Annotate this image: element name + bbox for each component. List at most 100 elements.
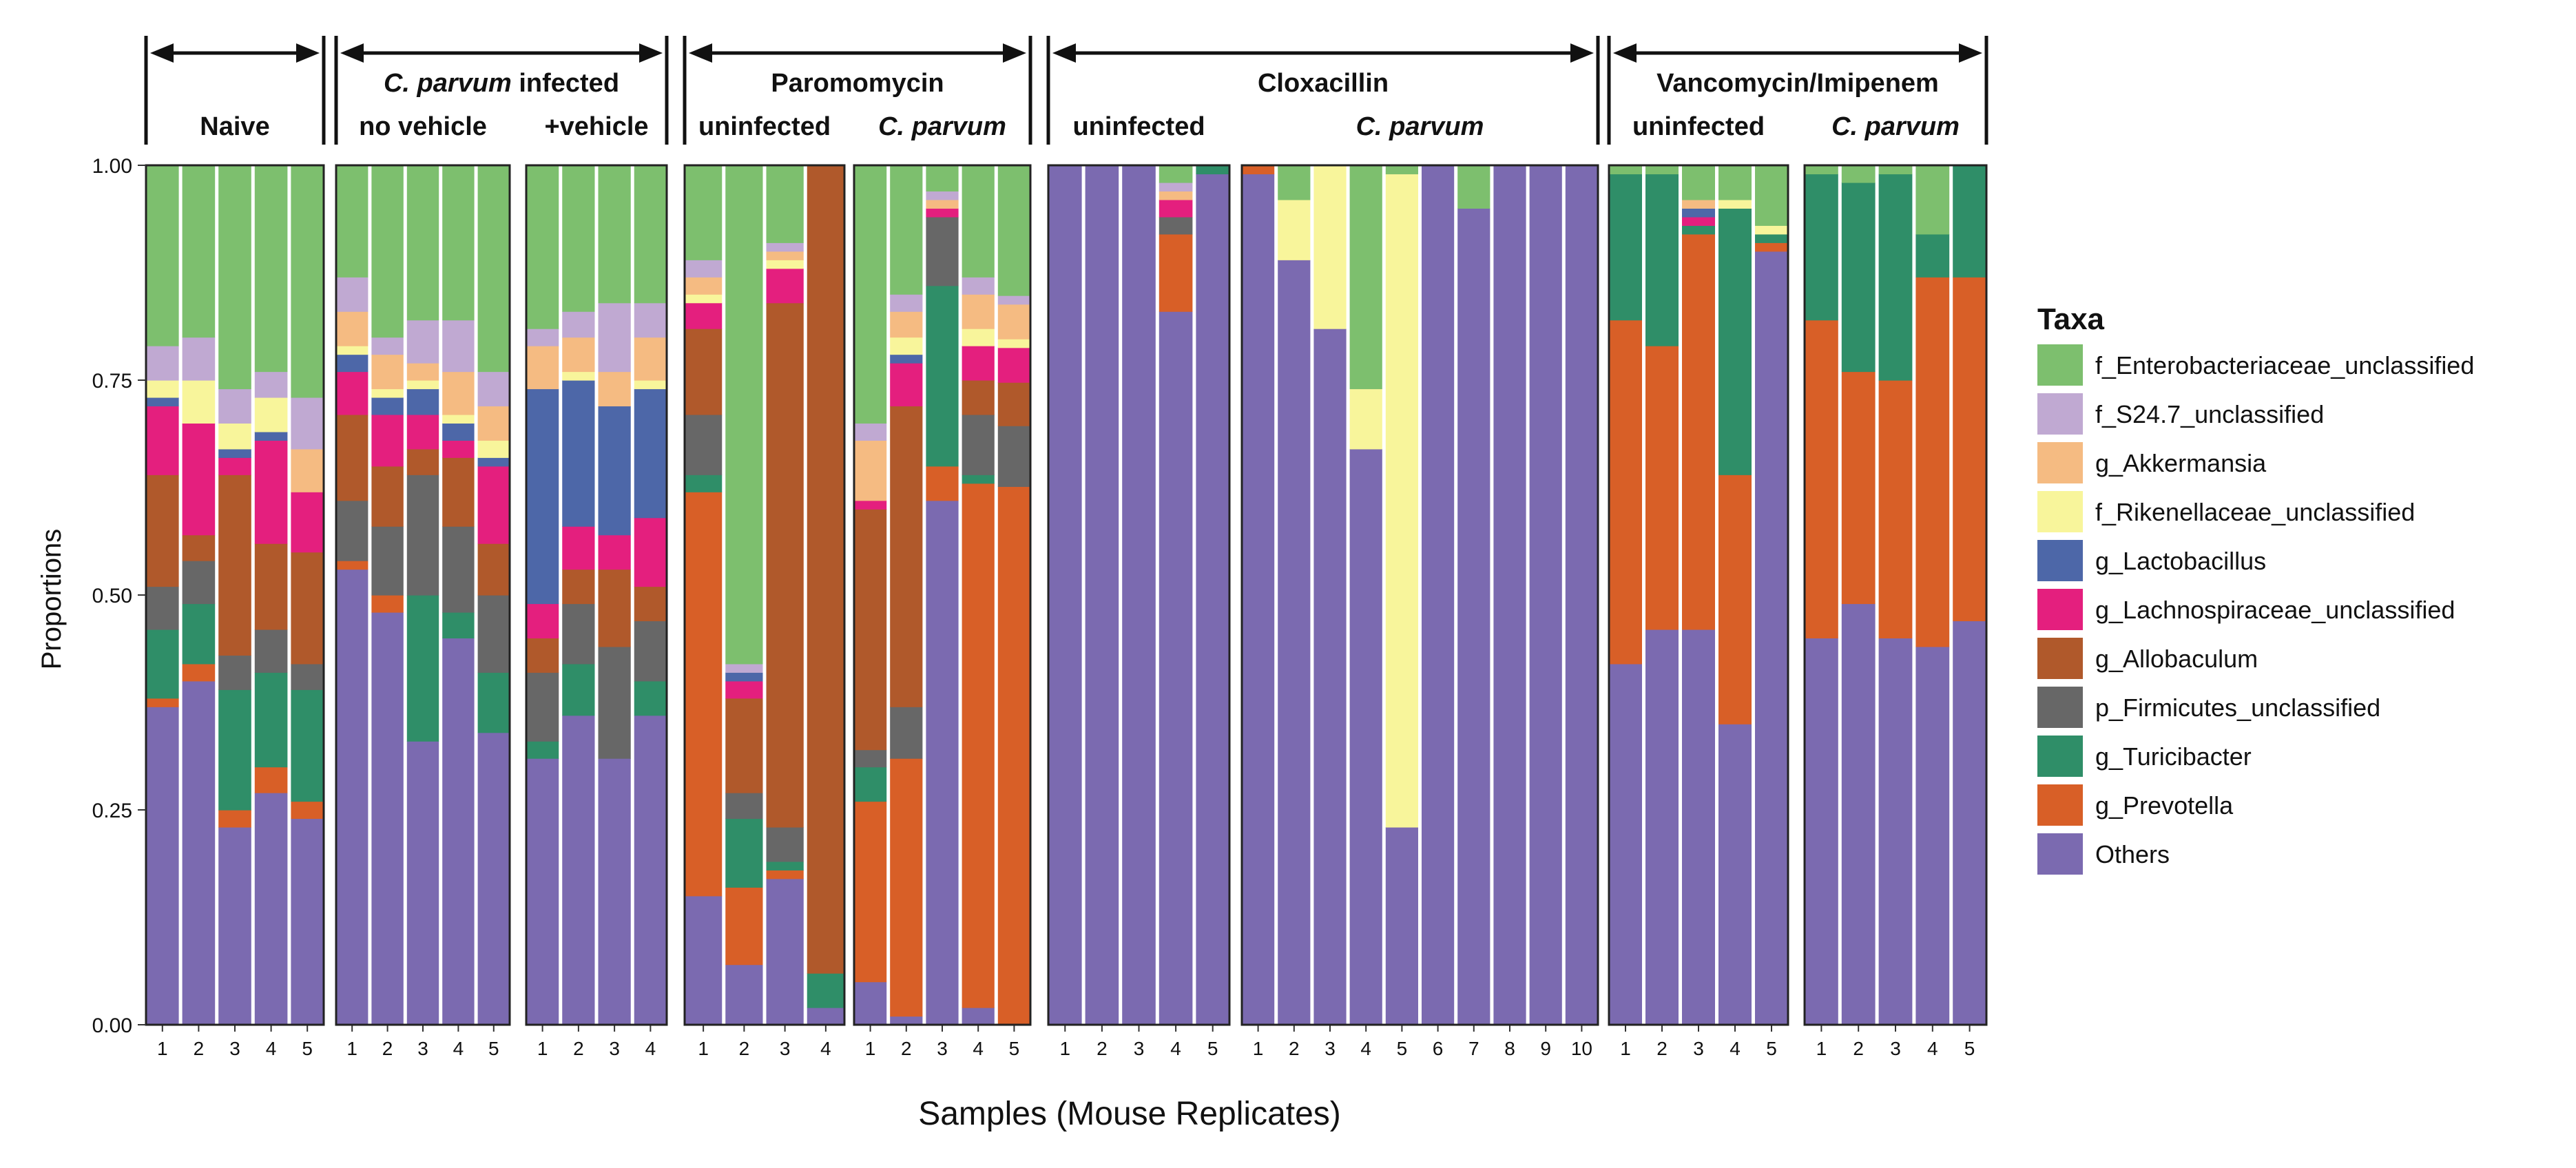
bar-segment-f_Enterobacteriaceae_unclassified (291, 165, 324, 398)
x-tick-label: 8 (1504, 1038, 1515, 1059)
y-tick-label: 0.50 (92, 585, 132, 607)
bar-segment-g_Allobaculum (807, 165, 844, 974)
bar-segment-p_Firmicutes_unclassified (371, 526, 404, 596)
bar-segment-g_Lachnospiraceae_unclassified (1682, 216, 1715, 226)
bar-segment-g_Lachnospiraceae_unclassified (962, 346, 995, 381)
bar-segment-Others (1196, 174, 1229, 1025)
bar-segment-g_Lactobacillus (634, 388, 667, 519)
panel-subtitle: +vehicle (544, 112, 648, 141)
bar-segment-g_Allobaculum (291, 552, 324, 665)
bar-segment-g_Turicibacter (1755, 233, 1788, 243)
bar-segment-Others (1493, 165, 1526, 1025)
bar-segment-g_Lactobacillus (371, 397, 404, 415)
bar-segment-f_Rikenellaceae_unclassified (182, 380, 216, 424)
bar-segment-Others (406, 741, 439, 1025)
bar-segment-p_Firmicutes_unclassified (854, 749, 887, 768)
x-tick-label: 5 (302, 1038, 313, 1059)
bar-segment-g_Prevotella (962, 483, 995, 1008)
bar-segment-g_Lachnospiraceae_unclassified (997, 347, 1030, 383)
bar-segment-g_Turicibacter (1878, 174, 1913, 381)
bar-sample-3 (1878, 165, 1913, 1025)
bar-segment-g_Akkermansia (1159, 191, 1193, 200)
group-headers-layer: Naive C. parvum infected no vehicle +vehicl… (144, 36, 1988, 145)
bar-segment-g_Prevotella (854, 801, 887, 983)
bar-segment-f_Rikenellaceae_unclassified (962, 328, 995, 346)
y-tick-label: 0.00 (92, 1014, 132, 1037)
bar-segment-f_S24.7_unclassified (218, 388, 251, 424)
bar-segment-f_S24.7_unclassified (526, 328, 559, 346)
bar-sample-5 (1385, 165, 1418, 1025)
bar-segment-g_Turicibacter (526, 741, 559, 759)
bar-segment-f_Enterobacteriaceae_unclassified (1645, 165, 1679, 175)
bar-sample-4 (962, 165, 995, 1025)
legend-swatch (2037, 638, 2083, 679)
bar-segment-f_S24.7_unclassified (1159, 182, 1193, 192)
bar-segment-g_Prevotella (254, 766, 288, 793)
bar-segment-g_Prevotella (1159, 233, 1193, 312)
bar-sample-4 (1349, 165, 1382, 1025)
bar-segment-g_Lactobacillus (406, 388, 439, 415)
arrowhead-right-icon (639, 43, 663, 63)
bar-segment-f_Enterobacteriaceae_unclassified (218, 165, 251, 390)
bar-segment-Others (1529, 165, 1562, 1025)
bar-sample-3 (1313, 165, 1347, 1025)
bar-segment-g_Turicibacter (1718, 208, 1752, 475)
legend-label: g_Allobaculum (2095, 645, 2258, 673)
bar-segment-f_S24.7_unclassified (406, 320, 439, 364)
bar-segment-p_Firmicutes_unclassified (997, 426, 1030, 488)
bar-segment-g_Prevotella (1242, 165, 1275, 175)
x-tick-label: 6 (1433, 1038, 1444, 1059)
arrowhead-left-icon (340, 43, 364, 63)
bar-segment-g_Prevotella (1609, 320, 1642, 665)
bar-segment-g_Allobaculum (562, 569, 595, 605)
x-tick-label: 5 (1397, 1038, 1408, 1059)
x-tick-label: 1 (865, 1038, 876, 1059)
bar-segment-p_Firmicutes_unclassified (336, 500, 368, 561)
panel-subtitle: uninfected (1632, 112, 1765, 141)
bar-segment-Others (725, 964, 763, 1025)
bar-segment-g_Allobaculum (526, 638, 559, 673)
bar-segment-f_Enterobacteriaceae_unclassified (442, 165, 475, 321)
panel-9: 1 2 3 4 5 (1803, 164, 1988, 1059)
legend-swatch (2037, 344, 2083, 386)
y-axis: 0.00 0.25 0.50 0.75 1.00 (92, 155, 146, 1037)
bar-segment-f_Enterobacteriaceae_unclassified (1349, 165, 1382, 390)
bar-segment-p_Firmicutes_unclassified (562, 603, 595, 665)
bar-segment-g_Lachnospiraceae_unclassified (926, 208, 959, 218)
x-tick-label: 4 (820, 1038, 831, 1059)
bar-segment-g_Prevotella (1718, 474, 1752, 724)
x-tick-label: 4 (1360, 1038, 1371, 1059)
bar-segment-f_S24.7_unclassified (371, 337, 404, 355)
legend-swatch (2037, 393, 2083, 435)
bar-segment-g_Turicibacter (1196, 165, 1229, 175)
bar-segment-g_Prevotella (336, 561, 368, 570)
arrowhead-left-icon (150, 43, 174, 63)
bar-segment-f_Enterobacteriaceae_unclassified (1159, 165, 1193, 183)
bar-segment-Others (1878, 638, 1913, 1025)
x-tick-label: 2 (739, 1038, 750, 1059)
bar-segment-g_Allobaculum (634, 586, 667, 622)
bar-segment-g_Lactobacillus (598, 406, 631, 536)
bar-segment-Others (1457, 208, 1490, 1025)
legend-label: g_Akkermansia (2095, 449, 2267, 477)
x-tick-label: 3 (1693, 1038, 1704, 1059)
bar-segment-g_Lactobacillus (562, 380, 595, 527)
x-tick-label: 4 (1927, 1038, 1938, 1059)
bar-segment-Others (926, 500, 959, 1025)
bar-segment-g_Akkermansia (926, 199, 959, 209)
bar-segment-g_Akkermansia (406, 363, 439, 381)
bar-sample-3 (406, 165, 439, 1025)
legend-label: g_Turicibacter (2095, 742, 2252, 771)
bar-segment-Others (1422, 165, 1455, 1025)
x-tick-label: 1 (346, 1038, 357, 1059)
panel-8: 1 2 3 4 5 (1608, 164, 1789, 1059)
y-tick-label: 1.00 (92, 155, 132, 178)
bar-sample-1 (1609, 165, 1642, 1025)
bar-segment-g_Akkermansia (477, 406, 510, 441)
bar-segment-Others (634, 715, 667, 1025)
bar-segment-Others (962, 1008, 995, 1025)
legend-label: g_Lactobacillus (2095, 547, 2266, 575)
legend-label: f_Rikenellaceae_unclassified (2095, 498, 2415, 526)
bar-segment-f_Rikenellaceae_unclassified (218, 423, 251, 450)
